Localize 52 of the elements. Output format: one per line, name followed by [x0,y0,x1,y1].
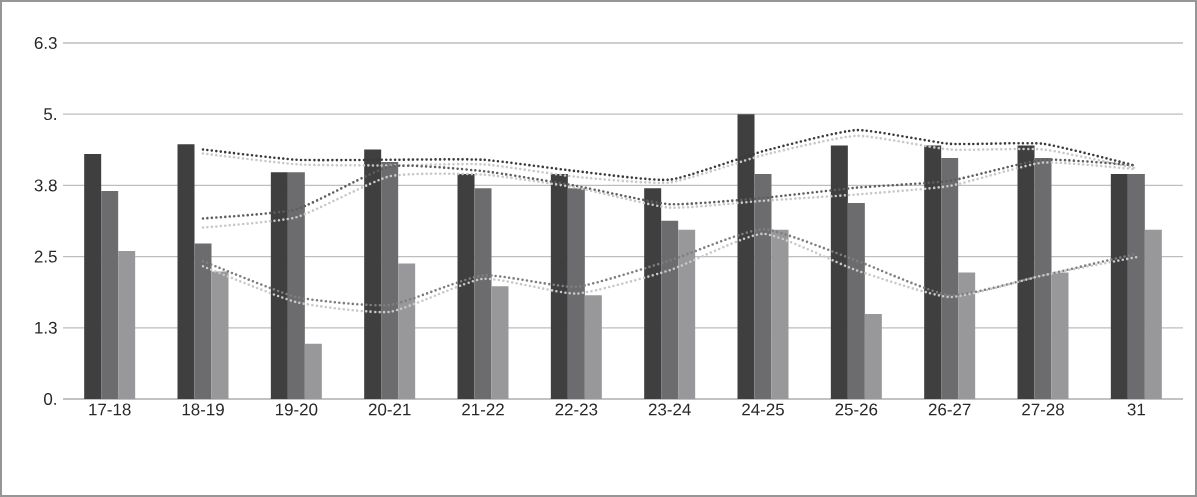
x-tick-label: 25-26 [835,403,878,416]
x-tick-label: 22-23 [555,403,598,416]
bar [101,191,119,399]
bar [1127,173,1145,399]
bar [771,229,789,399]
y-tick-label: 3.8 [34,179,57,192]
bar [118,250,136,399]
bar [474,188,492,399]
x-tick-label: 26-27 [928,403,971,416]
y-tick-label: 2.5 [34,250,57,263]
bar [398,263,416,399]
bar [924,145,942,399]
x-tick-label: 17-18 [89,403,131,416]
bar [1144,229,1162,399]
bar [584,295,602,399]
x-tick-label: 18-19 [182,403,224,416]
bar [194,243,212,399]
x-tick-label: 23-24 [648,403,691,416]
bar [491,286,509,399]
bar [958,272,976,399]
bar [287,172,305,399]
x-tick-label: 19-20 [275,403,318,416]
bar [1034,158,1052,399]
bar [864,314,882,399]
x-tick-label: 20-21 [368,403,411,416]
bar [304,343,322,399]
bar [270,172,288,399]
bar [84,154,102,399]
x-tick-label: 31 [1127,403,1145,416]
bar [1017,145,1035,399]
y-tick-label: 0. [44,392,56,405]
x-tick-label: 21-22 [462,403,504,416]
bar [941,158,959,399]
bar [457,173,475,399]
bar [211,271,229,399]
bar [754,173,772,399]
y-tick-label: 6.3 [34,36,57,49]
bar [1110,173,1128,399]
bar [830,145,848,399]
bar [381,162,399,399]
y-tick-label: 1.3 [35,321,57,334]
bar [661,220,679,399]
bar [177,144,195,399]
bar [644,188,662,399]
bar [550,173,568,399]
bar [567,188,585,399]
x-tick-label: 27-28 [1022,403,1064,416]
bar [1051,272,1069,399]
x-tick-label: 24-25 [742,403,784,416]
bar [847,203,865,399]
bar [678,229,696,399]
y-tick-label: 5. [44,108,56,121]
